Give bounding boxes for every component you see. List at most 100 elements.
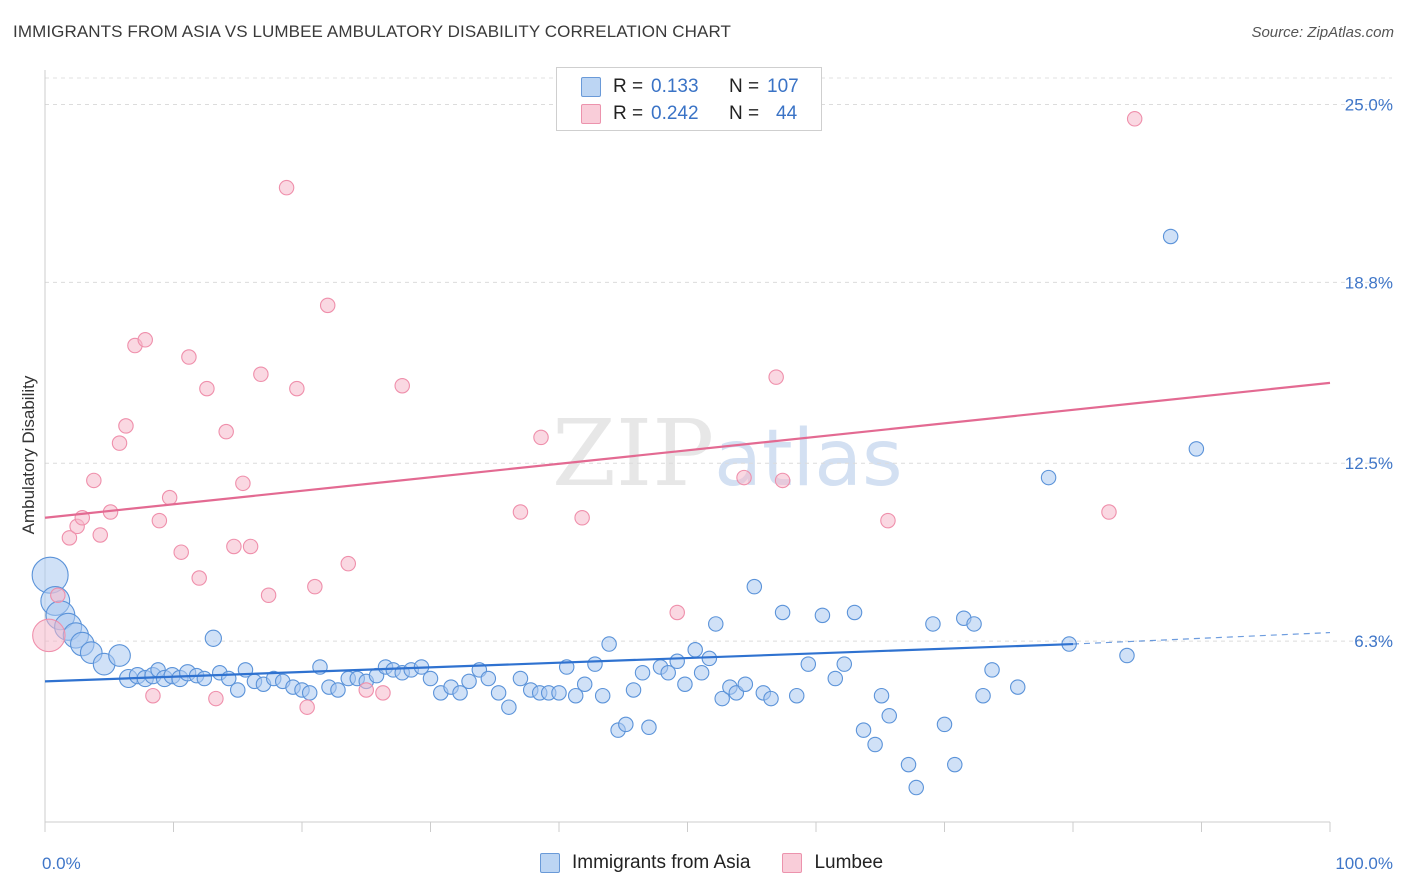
legend-r-label: R = [613, 76, 644, 97]
y-tick-label: 25.0% [1345, 95, 1393, 114]
legend-item-asia: Immigrants from Asia [540, 852, 750, 874]
data-point-lumbee [533, 429, 549, 446]
data-point-asia [855, 722, 872, 738]
data-point-asia [984, 662, 1000, 678]
data-point-lumbee [880, 512, 896, 529]
legend-swatch-asia [581, 77, 601, 97]
data-point-lumbee [118, 418, 134, 434]
data-point-lumbee [181, 349, 197, 365]
legend-swatch-lumbee [581, 104, 601, 124]
legend-swatch-lumbee [782, 853, 803, 873]
data-point-asia [641, 719, 657, 736]
data-point-asia [567, 687, 584, 704]
data-point-asia [975, 687, 991, 704]
data-point-asia [501, 699, 517, 715]
data-point-asia [594, 687, 611, 704]
trend-line-asia [44, 642, 1074, 683]
legend-r-label: R = [613, 103, 644, 124]
data-point-lumbee [61, 530, 78, 546]
data-point-lumbee [358, 682, 374, 698]
data-point-asia [714, 690, 730, 707]
data-point-asia [827, 670, 844, 687]
data-point-asia [330, 682, 346, 698]
data-point-lumbee [226, 538, 242, 555]
chart-title: IMMIGRANTS FROM ASIA VS LUMBEE AMBULATOR… [13, 22, 732, 41]
x-tick-label: 100.0% [1335, 854, 1393, 873]
data-point-lumbee [307, 578, 323, 595]
data-point-lumbee [340, 555, 357, 572]
data-point-lumbee [736, 469, 752, 486]
legend-n-label: N = [729, 76, 760, 97]
data-point-asia [512, 670, 529, 687]
data-point-lumbee [50, 587, 66, 604]
data-point-lumbee [1126, 111, 1143, 127]
data-point-lumbee [145, 687, 161, 704]
data-point-lumbee [235, 475, 251, 492]
data-point-asia [708, 616, 724, 632]
series-legend: Immigrants from Asia Lumbee [540, 852, 915, 874]
legend-row-asia: R = 0.133 N = 107 [581, 74, 807, 100]
data-point-asia [836, 656, 853, 672]
data-point-asia [881, 708, 897, 724]
data-point-asia [763, 690, 779, 707]
y-tick-label: 6.3% [1354, 632, 1393, 651]
data-point-lumbee [253, 366, 269, 382]
data-point-lumbee [394, 377, 410, 394]
legend-row-lumbee: R = 0.242 N = 44 [581, 101, 816, 127]
trend-line-lumbee [44, 381, 1331, 519]
data-point-asia [204, 629, 222, 647]
data-point-asia [867, 736, 883, 753]
data-point-asia [800, 656, 817, 672]
legend-r-value: 0.242 [651, 103, 699, 124]
legend-n-label: N = [729, 103, 760, 124]
data-point-asia [788, 687, 805, 704]
data-point-lumbee [289, 380, 305, 397]
data-point-lumbee [218, 423, 234, 440]
data-point-lumbee [574, 510, 590, 526]
data-point-asia [625, 682, 642, 698]
data-point-asia [1040, 469, 1057, 486]
data-point-asia [669, 653, 685, 670]
data-point-lumbee [199, 380, 215, 397]
legend-r-value: 0.133 [651, 76, 699, 97]
data-point-asia [108, 644, 131, 667]
data-point-asia [452, 685, 468, 701]
data-point-asia [490, 685, 507, 701]
data-point-asia [301, 685, 318, 701]
legend-label-lumbee: Lumbee [814, 852, 884, 873]
correlation-legend: R = 0.133 N = 107 R = 0.242 N = 44 [556, 67, 822, 131]
data-point-asia [947, 756, 963, 773]
data-point-lumbee [191, 570, 207, 586]
data-point-asia [966, 616, 982, 632]
data-point-asia [230, 682, 246, 698]
data-point-asia [677, 676, 693, 692]
data-point-asia [1119, 647, 1135, 664]
data-point-asia [196, 670, 213, 687]
data-point-asia [925, 616, 941, 632]
data-point-asia [422, 670, 439, 687]
data-point-asia [601, 636, 617, 652]
data-point-lumbee [299, 699, 315, 715]
data-point-asia [1188, 441, 1205, 457]
data-point-asia [746, 578, 763, 595]
legend-n-value: 44 [776, 103, 798, 124]
data-point-asia [480, 670, 497, 687]
data-point-lumbee [669, 604, 685, 621]
data-point-asia [814, 607, 831, 624]
legend-label-asia: Immigrants from Asia [572, 852, 751, 873]
y-tick-label: 18.8% [1345, 273, 1393, 292]
data-point-asia [587, 656, 603, 672]
data-point-asia [660, 664, 676, 681]
data-point-asia [873, 687, 890, 704]
data-point-asia [936, 716, 953, 733]
data-point-asia [846, 604, 863, 621]
data-point-lumbee [260, 587, 277, 604]
watermark-atlas: atlas [714, 414, 903, 504]
data-point-asia [737, 676, 754, 692]
watermark-zip: ZIP [552, 400, 715, 507]
data-point-lumbee [774, 472, 791, 489]
data-point-lumbee [173, 544, 189, 560]
data-point-lumbee [32, 618, 66, 653]
data-point-lumbee [1101, 504, 1117, 520]
